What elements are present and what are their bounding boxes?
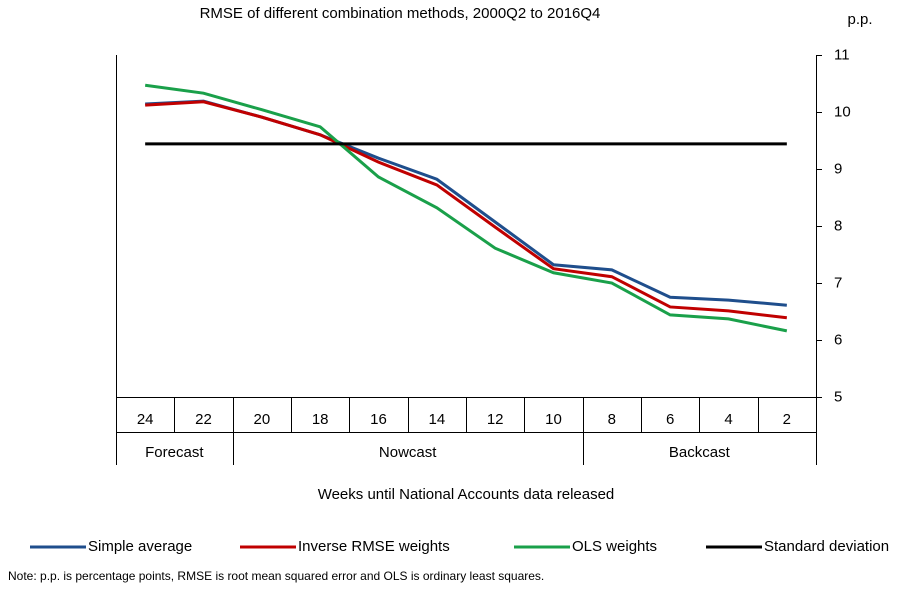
x-axis-title: Weeks until National Accounts data relea…	[318, 486, 615, 503]
y-tick-label: 11	[834, 46, 850, 63]
group-label: Forecast	[145, 444, 204, 461]
group-label: Backcast	[669, 444, 731, 461]
x-tick-label: 2	[783, 411, 791, 428]
y-tick-label: 9	[834, 160, 842, 177]
x-tick-label: 20	[253, 411, 270, 428]
legend-label: OLS weights	[572, 538, 657, 555]
legend-label: Simple average	[88, 538, 192, 555]
x-tick-label: 22	[195, 411, 212, 428]
x-tick-label: 4	[724, 411, 732, 428]
legend-label: Inverse RMSE weights	[298, 538, 450, 555]
note: Note: p.p. is percentage points, RMSE is…	[8, 569, 544, 583]
y-tick-label: 5	[834, 388, 842, 405]
y-axis-unit: p.p.	[847, 11, 872, 28]
y-tick-label: 8	[834, 217, 842, 234]
legend-label: Standard deviation	[764, 538, 889, 555]
y-tick-label: 7	[834, 274, 842, 291]
chart-title: RMSE of different combination methods, 2…	[200, 5, 601, 22]
series-line	[144, 83, 788, 333]
y-tick-label: 6	[834, 331, 842, 348]
series-line	[145, 99, 787, 307]
x-tick-label: 12	[487, 411, 504, 428]
x-tick-label: 16	[370, 411, 387, 428]
group-label: Nowcast	[379, 444, 437, 461]
series-line	[145, 100, 788, 320]
x-tick-label: 14	[428, 411, 445, 428]
x-tick-label: 18	[312, 411, 329, 428]
x-tick-label: 24	[137, 411, 154, 428]
x-tick-label: 10	[545, 411, 562, 428]
x-tick-label: 8	[608, 411, 616, 428]
x-tick-label: 6	[666, 411, 674, 428]
y-tick-label: 10	[834, 103, 851, 120]
